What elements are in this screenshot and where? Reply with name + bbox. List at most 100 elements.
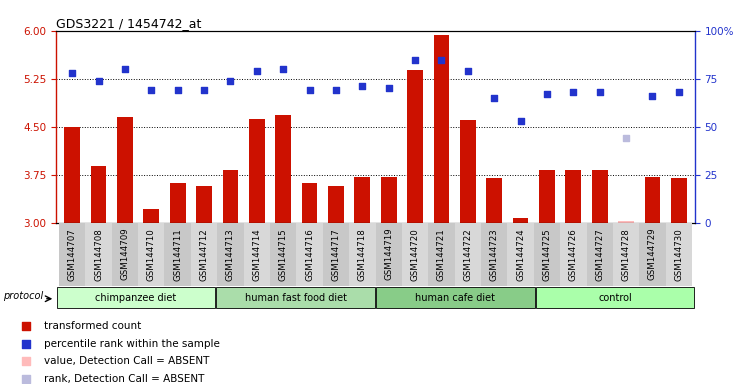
Point [436, 56, 448, 63]
Text: GSM144717: GSM144717 [331, 228, 340, 281]
Bar [618, 222, 634, 223]
Bar [560, 223, 587, 286]
Point [303, 87, 315, 93]
Text: GSM144715: GSM144715 [279, 228, 288, 281]
Point [66, 70, 78, 76]
Text: human cafe diet: human cafe diet [415, 293, 496, 303]
Text: GSM144727: GSM144727 [596, 228, 605, 281]
Text: GSM144720: GSM144720 [411, 228, 420, 281]
Bar [249, 119, 264, 223]
FancyBboxPatch shape [535, 287, 694, 308]
Point [330, 87, 342, 93]
Text: GSM144708: GSM144708 [94, 228, 103, 281]
Bar [665, 223, 692, 286]
Point [409, 56, 421, 63]
Text: GSM144719: GSM144719 [385, 228, 394, 280]
Text: GDS3221 / 1454742_at: GDS3221 / 1454742_at [56, 17, 202, 30]
Text: GSM144721: GSM144721 [437, 228, 446, 281]
Point [20, 341, 32, 347]
Bar [191, 223, 217, 286]
Point [198, 87, 210, 93]
FancyBboxPatch shape [216, 287, 375, 308]
Text: GSM144724: GSM144724 [516, 228, 525, 281]
Text: percentile rank within the sample: percentile rank within the sample [44, 339, 220, 349]
Text: GSM144723: GSM144723 [490, 228, 499, 281]
Text: GSM144716: GSM144716 [305, 228, 314, 281]
Bar [59, 223, 86, 286]
Point [251, 68, 263, 74]
Text: GSM144712: GSM144712 [200, 228, 209, 281]
Point [383, 85, 395, 91]
Bar [508, 223, 534, 286]
Point [172, 87, 184, 93]
Bar [138, 223, 164, 286]
Point [567, 89, 579, 95]
Bar [276, 115, 291, 223]
Point [356, 83, 368, 89]
Text: GSM144709: GSM144709 [120, 228, 129, 280]
Bar [481, 223, 508, 286]
Point [488, 95, 500, 101]
Text: rank, Detection Call = ABSENT: rank, Detection Call = ABSENT [44, 374, 205, 384]
Text: protocol: protocol [3, 291, 43, 301]
Text: GSM144728: GSM144728 [622, 228, 631, 281]
Point [514, 118, 526, 124]
Bar [381, 177, 397, 223]
Bar [196, 185, 212, 223]
Bar [323, 223, 349, 286]
Bar [487, 178, 502, 223]
Bar [539, 170, 555, 223]
Bar [354, 177, 370, 223]
Bar [433, 35, 449, 223]
Bar [222, 170, 238, 223]
Bar [349, 223, 376, 286]
Bar [587, 223, 613, 286]
Bar [639, 223, 665, 286]
Bar [86, 223, 112, 286]
Bar [613, 223, 639, 286]
Text: GSM144730: GSM144730 [674, 228, 683, 281]
Point [673, 89, 685, 95]
Point [145, 87, 157, 93]
Point [620, 135, 632, 141]
Text: GSM144729: GSM144729 [648, 228, 657, 280]
Point [594, 89, 606, 95]
Point [119, 66, 131, 72]
Text: GSM144718: GSM144718 [357, 228, 366, 281]
Bar [566, 170, 581, 223]
Point [277, 66, 289, 72]
Bar [671, 178, 686, 223]
Point [20, 358, 32, 364]
Bar [143, 209, 159, 223]
Text: GSM144722: GSM144722 [463, 228, 472, 281]
Text: GSM144711: GSM144711 [173, 228, 182, 281]
Text: control: control [598, 293, 632, 303]
Bar [302, 183, 318, 223]
Bar [297, 223, 323, 286]
Text: GSM144714: GSM144714 [252, 228, 261, 281]
Text: GSM144726: GSM144726 [569, 228, 578, 281]
Text: GSM144725: GSM144725 [542, 228, 551, 281]
Text: transformed count: transformed count [44, 321, 141, 331]
Point [92, 78, 104, 84]
Point [20, 376, 32, 382]
Bar [592, 170, 608, 223]
Bar [112, 223, 138, 286]
Bar [170, 183, 185, 223]
Bar [376, 223, 402, 286]
Point [20, 323, 32, 329]
Bar [460, 120, 475, 223]
Bar [65, 127, 80, 223]
Bar [328, 185, 344, 223]
Bar [164, 223, 191, 286]
Point [647, 93, 659, 99]
FancyBboxPatch shape [57, 287, 216, 308]
Bar [534, 223, 560, 286]
Bar [513, 218, 529, 223]
Bar [117, 117, 133, 223]
Text: GSM144707: GSM144707 [68, 228, 77, 281]
Text: GSM144713: GSM144713 [226, 228, 235, 281]
Bar [454, 223, 481, 286]
Bar [407, 70, 423, 223]
FancyBboxPatch shape [376, 287, 535, 308]
